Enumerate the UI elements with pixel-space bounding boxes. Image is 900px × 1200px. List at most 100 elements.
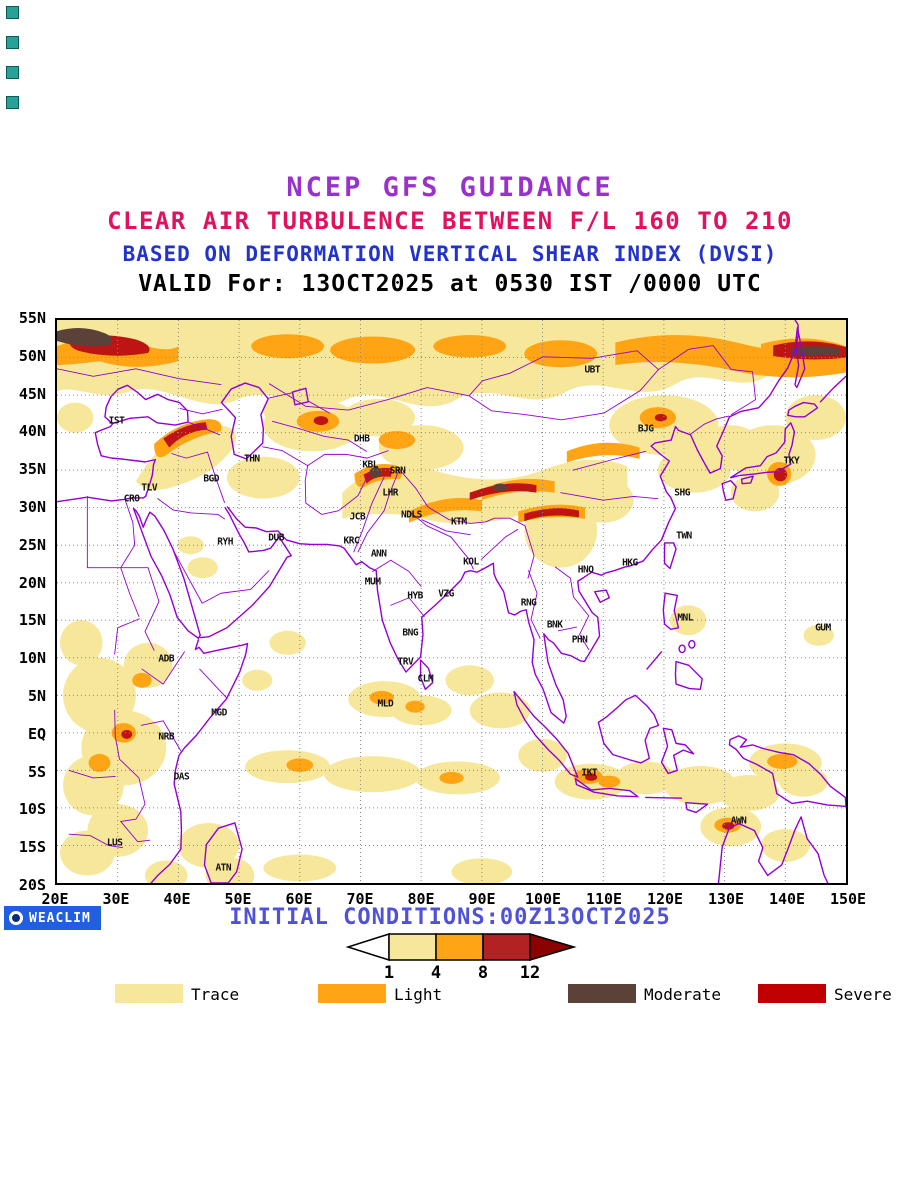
weaclim-label: WEACLIM (29, 910, 91, 926)
station-label-ikt: IKT (581, 767, 598, 779)
lat-tick-label: 5S (27, 762, 46, 781)
station-label-atn: ATN (215, 862, 232, 874)
title-valid-time: VALID For: 13OCT2025 at 0530 IST /0000 U… (138, 271, 762, 297)
colorbar: 1 4 8 12 (345, 933, 577, 989)
corner-marker (6, 66, 19, 79)
station-label-hkg: HKG (622, 557, 638, 569)
lat-tick-label: 40N (18, 422, 46, 441)
lat-tick-label: 15N (18, 611, 46, 630)
lat-tick-label: 10S (18, 800, 46, 819)
lat-tick-label: 25N (18, 535, 46, 554)
initial-conditions-text: INITIAL CONDITIONS:00Z13OCT2025 (229, 905, 671, 930)
legend-swatch-moderate (568, 984, 636, 1003)
turbulence-map (57, 320, 846, 883)
lat-tick-label: 50N (18, 346, 46, 365)
station-label-mgd: MGD (211, 707, 227, 719)
legend-swatch-severe (758, 984, 826, 1003)
station-label-ktm: KTM (450, 516, 467, 528)
title-product: CLEAR AIR TURBULENCE BETWEEN F/L 160 TO … (107, 207, 793, 235)
lon-tick-label: 50E (224, 890, 252, 908)
station-label-twn: TWN (676, 530, 692, 542)
station-label-mum: MUM (364, 576, 381, 588)
lat-tick-label: 15S (18, 838, 46, 857)
coastlines (57, 320, 846, 883)
corner-marker (6, 96, 19, 109)
longitude-axis: 20E 30E 40E 50E 60E 70E 80E 90E 100E 110E 120E 130E… (41, 890, 866, 910)
station-label-lus: LUS (106, 837, 123, 849)
lon-tick-label: 70E (346, 890, 374, 908)
station-labels-layer: IST CRO TLV BGD THN DHB KBL SRN LHR JCB NDLS KTM KRC… (57, 320, 846, 883)
colorbar-tick-label: 4 (430, 963, 442, 983)
legend-label: Light (394, 985, 443, 1004)
station-label-dhb: DHB (353, 433, 370, 445)
station-label-bgd: BGD (203, 473, 219, 485)
corner-marker (6, 6, 19, 19)
colorbar-scale (345, 933, 577, 961)
legend-label: Trace (191, 985, 240, 1004)
station-label-mnl: MNL (677, 612, 693, 624)
latitude-axis: 55N 50N 45N 40N 35N 30N 25N 20N 15N 10N 5N EQ 5S 10S 1… (0, 309, 52, 894)
lon-tick-label: 80E (407, 890, 435, 908)
title-model: NCEP GFS GUIDANCE (286, 172, 614, 203)
station-label-ndls: NDLS (400, 509, 422, 521)
lon-tick-label: 100E (524, 890, 562, 908)
station-label-vzg: VZG (438, 588, 454, 600)
station-label-srn: SRN (389, 465, 406, 477)
lon-tick-label: 40E (163, 890, 191, 908)
station-label-kol: KOL (463, 556, 479, 568)
station-label-bjg: BJG (637, 423, 654, 435)
country-borders (57, 346, 756, 848)
colorbar-tick-label: 1 (383, 963, 395, 983)
station-label-hyb: HYB (407, 590, 423, 602)
lon-tick-label: 140E (768, 890, 806, 908)
station-label-nrb: NRB (158, 731, 175, 743)
station-label-dub: DUB (268, 532, 284, 544)
lat-tick-label: 35N (18, 460, 46, 479)
lat-tick-label: 45N (18, 384, 46, 403)
station-label-ist: IST (108, 415, 125, 427)
station-label-kbl: KBL (362, 459, 379, 471)
station-label-phn: PHN (571, 634, 588, 646)
title-method: BASED ON DEFORMATION VERTICAL SHEAR INDE… (122, 242, 778, 266)
station-label-tky: TKY (783, 455, 800, 467)
lon-tick-label: 60E (285, 890, 313, 908)
station-label-thn: THN (243, 453, 260, 465)
legend-swatch-trace (115, 984, 183, 1003)
station-label-trv: TRV (397, 656, 414, 668)
station-label-das: DAS (173, 771, 190, 783)
corner-marker (6, 36, 19, 49)
lat-tick-label: 30N (18, 498, 46, 516)
lon-tick-label: 120E (646, 890, 684, 908)
station-label-adb: ADB (158, 653, 175, 665)
colorbar-segment (482, 933, 531, 961)
lat-tick-label: EQ (27, 724, 46, 743)
station-label-ubt: UBT (584, 364, 601, 376)
turbulence-moderate-layer (57, 327, 840, 492)
lon-tick-label: 130E (707, 890, 745, 908)
station-label-cro: CRO (123, 493, 140, 505)
lon-tick-label: 110E (585, 890, 623, 908)
lat-tick-label: 10N (18, 649, 46, 668)
lat-tick-label: 20N (18, 573, 46, 592)
lat-tick-label: 20S (18, 876, 46, 894)
station-label-gum: GUM (815, 622, 831, 634)
lat-tick-label: 5N (27, 687, 46, 705)
station-label-tlv: TLV (141, 482, 158, 494)
lon-tick-label: 150E (829, 890, 867, 908)
lat-tick-label: 55N (18, 309, 46, 327)
colorbar-segment (388, 933, 437, 961)
station-label-mld: MLD (377, 698, 394, 710)
station-label-jcb: JCB (349, 511, 366, 523)
legend-label: Moderate (644, 985, 722, 1004)
station-label-awn: AWN (730, 815, 747, 827)
station-label-bnk: BNK (546, 619, 563, 631)
station-label-ryh: RYH (217, 536, 233, 548)
station-label-bng: BNG (402, 627, 419, 639)
colorbar-tick-label: 12 (519, 963, 541, 983)
station-label-krc: KRC (343, 535, 360, 547)
lon-tick-label: 30E (102, 890, 130, 908)
colorbar-segment (435, 933, 484, 961)
map-frame: IST CRO TLV BGD THN DHB KBL SRN LHR JCB NDLS KTM KRC… (55, 318, 848, 885)
station-label-rng: RNG (520, 597, 537, 609)
